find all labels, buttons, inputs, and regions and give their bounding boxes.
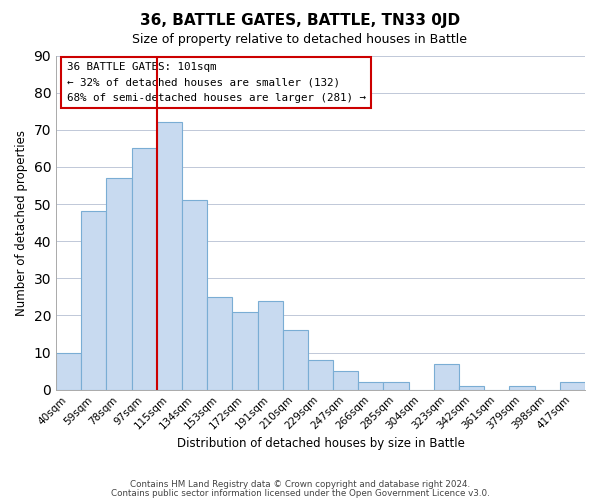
Bar bbox=[560, 382, 585, 390]
Bar bbox=[157, 122, 182, 390]
Bar bbox=[232, 312, 257, 390]
Bar bbox=[358, 382, 383, 390]
Bar bbox=[333, 371, 358, 390]
Text: Contains public sector information licensed under the Open Government Licence v3: Contains public sector information licen… bbox=[110, 489, 490, 498]
Bar bbox=[81, 212, 106, 390]
Text: Size of property relative to detached houses in Battle: Size of property relative to detached ho… bbox=[133, 32, 467, 46]
Bar bbox=[383, 382, 409, 390]
X-axis label: Distribution of detached houses by size in Battle: Distribution of detached houses by size … bbox=[176, 437, 464, 450]
Bar bbox=[308, 360, 333, 390]
Bar bbox=[182, 200, 207, 390]
Bar bbox=[283, 330, 308, 390]
Y-axis label: Number of detached properties: Number of detached properties bbox=[15, 130, 28, 316]
Bar bbox=[106, 178, 131, 390]
Bar bbox=[257, 300, 283, 390]
Bar bbox=[459, 386, 484, 390]
Bar bbox=[56, 352, 81, 390]
Bar bbox=[131, 148, 157, 390]
Bar bbox=[207, 297, 232, 390]
Text: 36 BATTLE GATES: 101sqm
← 32% of detached houses are smaller (132)
68% of semi-d: 36 BATTLE GATES: 101sqm ← 32% of detache… bbox=[67, 62, 365, 102]
Bar bbox=[434, 364, 459, 390]
Text: 36, BATTLE GATES, BATTLE, TN33 0JD: 36, BATTLE GATES, BATTLE, TN33 0JD bbox=[140, 12, 460, 28]
Text: Contains HM Land Registry data © Crown copyright and database right 2024.: Contains HM Land Registry data © Crown c… bbox=[130, 480, 470, 489]
Bar bbox=[509, 386, 535, 390]
